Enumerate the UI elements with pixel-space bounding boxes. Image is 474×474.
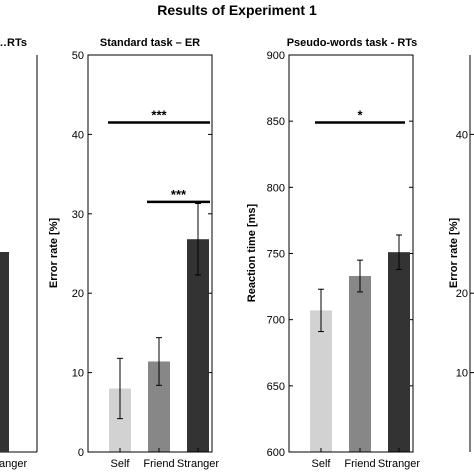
panel3-ticks: 600 650 700 750 800 850 900: [267, 50, 413, 459]
panel2-frame: [87, 54, 213, 453]
panel3-x-ticks: Self Friend Stranger: [312, 448, 421, 470]
panel2-title: Standard task – ER: [100, 37, 200, 49]
y-tick-label: 600: [267, 447, 285, 459]
panel2-significance: *** ***: [108, 107, 210, 204]
y-tick-label: 40: [456, 129, 468, 141]
bar-friend: [349, 275, 371, 452]
significance-label: *: [357, 107, 363, 122]
panel4-y-axis-label: Error rate [%]: [448, 218, 460, 289]
panel-error-rate-cropped: Error rate [%] 10 20 40: [448, 55, 474, 452]
panel1-bar-stranger-partial: [0, 252, 9, 452]
y-tick-label: 0: [78, 447, 84, 459]
panel3-frame: [288, 54, 414, 453]
y-tick-label: 850: [267, 116, 285, 128]
panel-pseudo-words-rts: Pseudo-words task - RTs Reaction time [m…: [246, 37, 420, 470]
y-tick-label: 650: [267, 381, 285, 393]
bar-self: [310, 310, 332, 452]
significance-label: ***: [171, 187, 187, 202]
y-tick-label: 20: [456, 288, 468, 300]
panel-standard-task-er: Standard task – ER Error rate [%] 0 10 20 3…: [48, 37, 219, 470]
y-tick-label: 900: [267, 50, 285, 62]
bar-stranger: [388, 252, 410, 452]
panel2-x-ticks: Self Friend Stranger: [111, 448, 220, 470]
panel2-y-axis-label: Error rate [%]: [48, 218, 60, 289]
panel2-ticks: 0 10 20 30 40 50: [72, 50, 212, 459]
y-tick-label: 10: [72, 368, 84, 380]
y-tick-label: 10: [456, 368, 468, 380]
x-tick-label-self: Self: [111, 458, 131, 470]
panel4-ticks: 10 20 40: [456, 55, 474, 452]
bar-stranger: [187, 239, 209, 452]
panel3-y-axis-label: Reaction time [ms]: [246, 203, 258, 302]
bar-friend: [148, 361, 170, 452]
panel1-tick-label-partial: anger: [0, 458, 27, 470]
panel2-bars: [109, 239, 209, 452]
y-tick-label: 750: [267, 249, 285, 261]
x-tick-label-friend: Friend: [143, 458, 174, 470]
panel1-title-partial: …RTs: [0, 37, 27, 49]
panel2-error-bars: [117, 202, 201, 420]
y-tick-label: 800: [267, 182, 285, 194]
x-tick-label-friend: Friend: [344, 458, 375, 470]
x-tick-label-self: Self: [312, 458, 332, 470]
y-tick-label: 20: [72, 288, 84, 300]
x-tick-label-stranger: Stranger: [378, 458, 421, 470]
panel-rts-cropped: …RTs anger: [0, 37, 38, 470]
panel3-error-bars: [318, 234, 402, 333]
y-tick-label: 700: [267, 315, 285, 327]
panel3-title: Pseudo-words task - RTs: [287, 37, 418, 49]
y-tick-label: 40: [72, 129, 84, 141]
panel3-bars: [310, 252, 410, 452]
panel3-significance: *: [315, 107, 405, 124]
y-tick-label: 30: [72, 209, 84, 221]
y-tick-label: 50: [72, 50, 84, 62]
figure-title: Results of Experiment 1: [157, 2, 317, 18]
x-tick-label-stranger: Stranger: [177, 458, 220, 470]
bar-self: [109, 388, 131, 452]
significance-label: ***: [151, 107, 167, 122]
